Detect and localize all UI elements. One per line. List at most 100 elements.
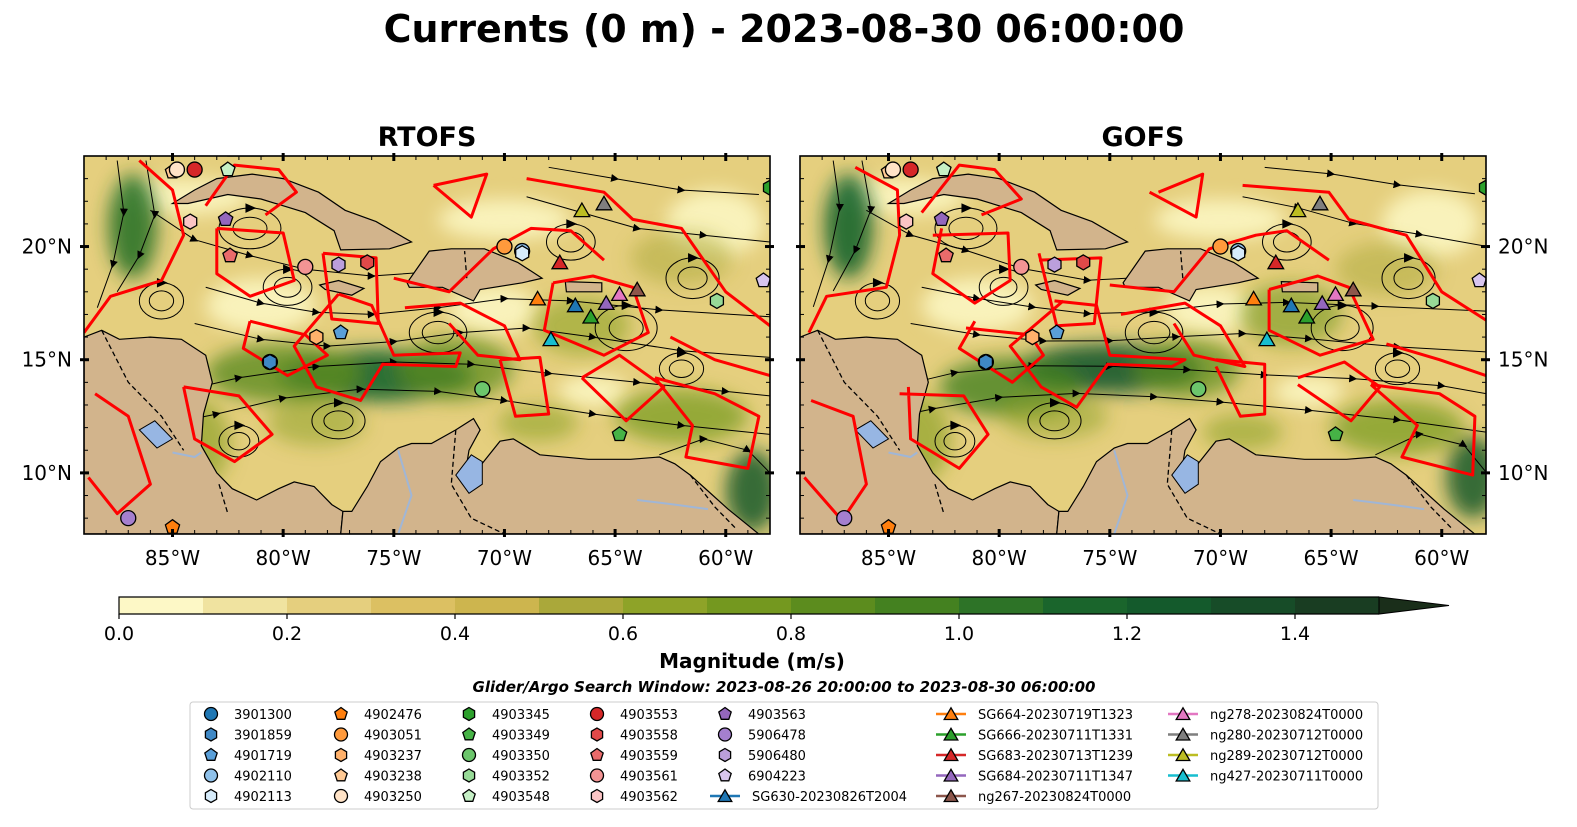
legend-marker: [943, 727, 959, 741]
legend-label: 4903051: [364, 729, 422, 744]
legend-label: 4903553: [620, 708, 678, 723]
legend-label: 4903548: [492, 790, 550, 805]
map-panel-gofs: 85°W 80°W 75°W 70°W 65°W 60°W 10°N 15°N 20°N: [796, 153, 1548, 570]
float-4903559: [938, 247, 954, 263]
streamline-arrow: [283, 264, 294, 274]
float-ng289-20230712T0000: [1288, 201, 1307, 218]
search-track: [669, 335, 770, 378]
search-track: [204, 163, 298, 217]
streamline-arrow: [676, 348, 688, 358]
search-track: [1385, 342, 1486, 378]
search-track: [1120, 301, 1247, 368]
streamline-arrow: [1049, 397, 1061, 408]
search-track: [404, 301, 522, 362]
float-SG666-20230711T1331: [1297, 308, 1316, 324]
search-track: [653, 376, 761, 470]
float-4903562: [183, 213, 198, 230]
legend-marker: [334, 747, 348, 763]
legend-label: 4902110: [234, 770, 292, 785]
legend-frame: [189, 701, 1379, 810]
eddy-streamline: [323, 410, 354, 432]
float-3901859: [262, 353, 278, 371]
legend-marker: [204, 788, 218, 804]
legend-marker: [717, 788, 733, 803]
search-track: [84, 159, 186, 334]
map-content: [800, 156, 1486, 534]
lat-tick-label: 15°N: [1498, 348, 1548, 372]
eddy-streamline: [227, 431, 251, 451]
lake-polygon: [854, 420, 890, 449]
river: [637, 499, 709, 511]
search-window-tracks: [803, 163, 1486, 522]
river: [1353, 499, 1425, 511]
legend-label: 4903345: [492, 708, 550, 723]
legend-marker: [461, 747, 477, 763]
float-SG630-20230826T2004: [566, 296, 585, 313]
float-4903250: [168, 161, 186, 178]
colorbar-bin: [539, 597, 624, 614]
colorbar-bin: [1127, 597, 1212, 614]
legend-label: 4902476: [364, 708, 422, 723]
legend-label: ng280-20230712T0000: [1210, 729, 1363, 744]
lat-tick-label: 20°N: [1498, 235, 1548, 259]
river: [888, 451, 918, 459]
colorbar: 0.0 0.2 0.4 0.6 0.8 1.0 1.2 1.4: [104, 596, 1450, 645]
search-track: [215, 226, 296, 298]
float-SG684-20230711T1347: [597, 294, 616, 311]
legend-label: 4903559: [620, 749, 678, 764]
search-track: [498, 355, 551, 418]
eddy-streamline: [668, 359, 695, 378]
land-polygon: [318, 279, 366, 296]
country-border: [218, 484, 229, 514]
streamline-arrow: [1337, 300, 1349, 311]
legend-label: SG683-20230713T1239: [978, 749, 1133, 764]
eddy-streamline: [608, 315, 644, 341]
legend-marker: [334, 768, 348, 782]
legend-marker: [203, 768, 219, 783]
streamline: [116, 160, 160, 293]
search-track: [957, 320, 1045, 384]
eddy-streamline: [421, 320, 455, 345]
streamline: [526, 196, 770, 243]
colorbar-bin: [875, 597, 960, 614]
streamline-arrow: [1282, 219, 1294, 229]
float-3901859: [978, 353, 994, 371]
float-4903237: [309, 328, 324, 346]
colorbar-tick-label: 0.8: [776, 623, 806, 645]
float-SG664-20230719T1323: [528, 290, 547, 306]
legend-label: 5906480: [748, 749, 806, 764]
legend-marker: [718, 747, 732, 763]
search-track: [87, 392, 152, 516]
legend-marker: [462, 706, 476, 722]
legend-marker: [204, 727, 218, 742]
float-4903559: [222, 247, 238, 263]
float-4902113: [1231, 245, 1246, 262]
river: [172, 451, 202, 459]
float-4903563: [217, 211, 234, 227]
lat-tick-label: 10°N: [1498, 461, 1548, 485]
legend-label: 6904223: [748, 770, 806, 785]
float-ng280-20230712T0000: [1311, 195, 1329, 211]
colorbar-bin: [119, 597, 204, 614]
figure-title: Currents (0 m) - 2023-08-30 06:00:00: [384, 7, 1185, 51]
streamline: [1264, 166, 1475, 195]
float-ng267-20230824T0000: [1344, 281, 1363, 297]
country-border: [1166, 429, 1221, 534]
map-frame: [796, 153, 1490, 537]
current-zone: [725, 450, 770, 532]
country-border: [1179, 251, 1184, 279]
country-border: [101, 330, 185, 451]
land-polygon: [227, 156, 265, 157]
legend-marker: [718, 706, 732, 720]
eddy-streamline: [677, 266, 708, 290]
colorbar-tick-label: 0.6: [608, 623, 638, 645]
legend-label: 3901300: [234, 708, 292, 723]
streamline: [96, 160, 128, 308]
lon-tick-label: 60°W: [1414, 546, 1469, 570]
float-SG684-20230711T1347: [1313, 294, 1332, 311]
legend-label: 4903563: [748, 708, 806, 723]
streamline-arrow: [1392, 348, 1404, 358]
colorbar-tick-label: 0.0: [104, 623, 134, 645]
legend-marker: [590, 727, 604, 742]
